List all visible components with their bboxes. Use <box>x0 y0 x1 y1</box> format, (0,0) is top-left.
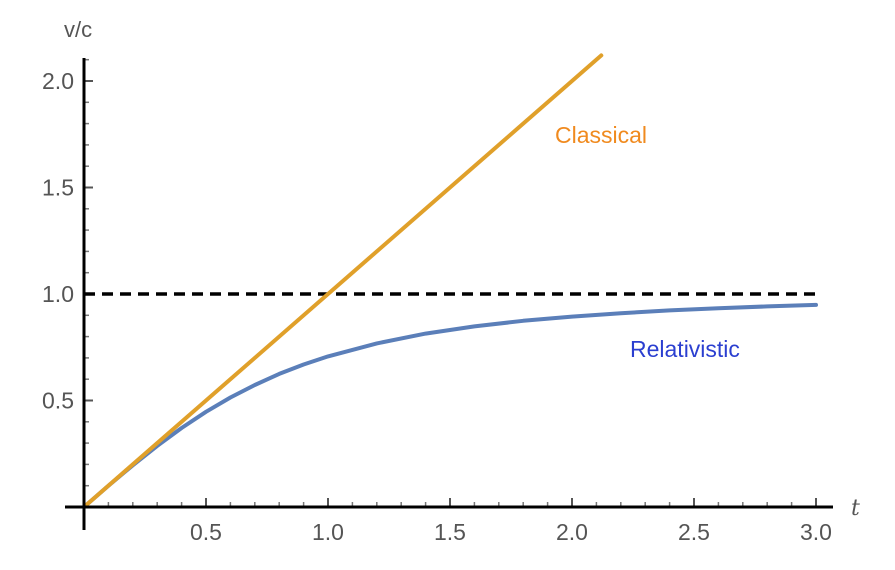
y-tick-label: 1.5 <box>42 175 74 201</box>
y-tick-label: 1.0 <box>42 281 74 307</box>
relativistic-series-line <box>82 302 818 509</box>
x-tick-label: 1.0 <box>312 519 344 545</box>
relativistic-series-label: Relativistic <box>630 336 740 362</box>
x-tick-label: 3.0 <box>800 519 832 545</box>
x-tick-label: 0.5 <box>190 519 222 545</box>
classical-series-label: Classical <box>555 122 647 148</box>
y-tick-label: 2.0 <box>42 68 74 94</box>
x-tick-label: 1.5 <box>434 519 466 545</box>
y-tick-label: 0.5 <box>42 388 74 414</box>
minor-ticks <box>84 58 793 507</box>
x-axis-label: t <box>851 496 860 521</box>
y-axis-label: v/c <box>64 17 92 42</box>
classical-series-line <box>82 53 604 509</box>
tick-labels: 0.5 1.0 1.5 2.0 2.5 3.0 0.5 1.0 1.5 2.0 <box>42 68 832 545</box>
x-tick-label: 2.5 <box>678 519 710 545</box>
series-lines <box>82 53 818 509</box>
x-tick-label: 2.0 <box>556 519 588 545</box>
